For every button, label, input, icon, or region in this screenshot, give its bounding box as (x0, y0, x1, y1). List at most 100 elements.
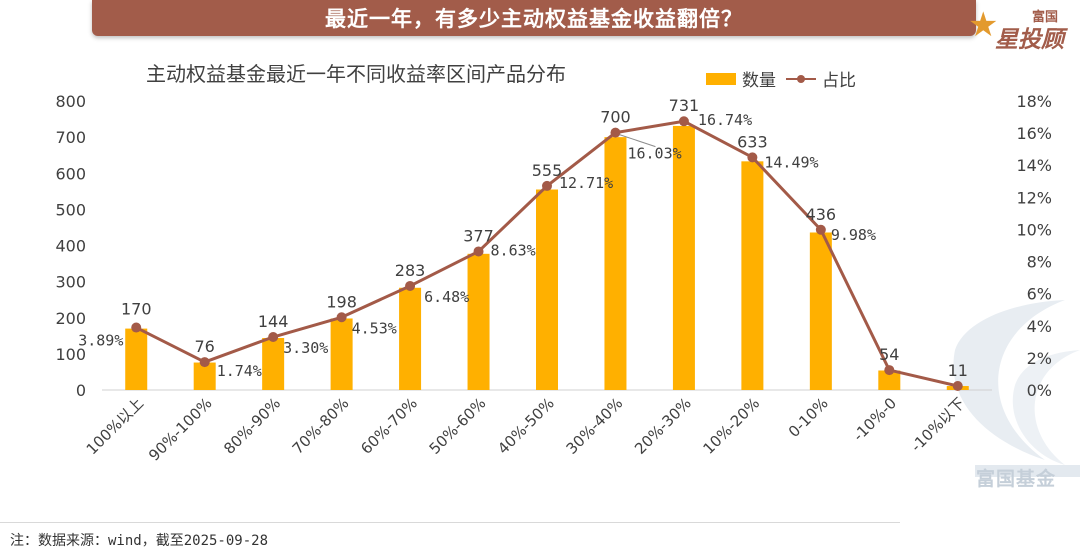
bar (741, 161, 764, 390)
percent-label: 4.53% (352, 319, 397, 337)
bar (536, 189, 558, 390)
legend-bar-label: 数量 (742, 71, 776, 91)
line-point (199, 357, 210, 368)
percent-label: 14.49% (764, 153, 818, 171)
right-axis-tick: 6% (1027, 285, 1052, 304)
category-label: 90%-100% (145, 394, 215, 464)
bar (330, 318, 353, 390)
bar-value-label: 144 (258, 312, 289, 331)
legend-line-swatch (786, 73, 816, 85)
line-point (268, 332, 279, 343)
percent-label: 3.30% (283, 339, 328, 357)
right-axis-tick: 18% (1016, 92, 1052, 111)
source-footnote: 注：数据来源：wind，截至2025-09-28 (10, 533, 269, 549)
category-label: 20%-30% (631, 394, 695, 458)
percent-label: 1.74% (217, 362, 262, 380)
banner-title: 最近一年，有多少主动权益基金收益翻倍？ (325, 7, 743, 31)
percent-label: 16.74% (698, 111, 752, 129)
right-axis-tick: 12% (1016, 188, 1052, 207)
bar-value-label: 76 (195, 337, 215, 356)
line-point (405, 280, 416, 291)
right-axis-tick: 2% (1027, 349, 1052, 368)
bar-value-label: 700 (600, 108, 631, 127)
line-point (542, 180, 552, 191)
title-banner: 最近一年，有多少主动权益基金收益翻倍？ (92, 0, 976, 36)
category-label: -10%以下 (907, 394, 968, 455)
bar-value-label: 633 (737, 132, 768, 151)
category-label: 80%-90% (220, 394, 284, 458)
left-axis-tick: 400 (55, 237, 86, 256)
left-axis-tick: 700 (55, 128, 86, 147)
chart-legend: 数量 占比 (706, 66, 856, 91)
logo-main-text: 星投顾 (995, 27, 1064, 53)
percent-label: 6.48% (424, 288, 469, 306)
bar (809, 232, 832, 390)
bar-value-label: 731 (669, 96, 700, 115)
legend-item-line: 占比 (786, 66, 856, 91)
chart-title: 主动权益基金最近一年不同收益率区间产品分布 (146, 62, 566, 86)
left-axis-tick: 0 (76, 381, 86, 400)
bar-value-label: 436 (806, 205, 837, 224)
left-axis-tick: 300 (55, 273, 86, 292)
bar-value-label: 170 (121, 300, 152, 319)
line-point (131, 322, 142, 333)
bar (604, 137, 627, 390)
bar-value-label: 283 (395, 261, 426, 280)
star-icon: ★ (968, 5, 999, 45)
category-label: 0-10% (785, 394, 832, 441)
brand-logo: ★ 富国 星投顾 (968, 4, 1070, 54)
left-axis-tick: 500 (55, 200, 86, 219)
left-axis-tick: 200 (55, 309, 86, 328)
percent-label: 9.98% (831, 226, 876, 244)
bar-value-label: 198 (326, 292, 357, 311)
bar-value-label: 555 (532, 161, 563, 180)
right-axis-tick: 4% (1027, 317, 1052, 336)
watermark-text: 富国基金 (976, 468, 1057, 490)
bar-value-label: 377 (463, 226, 494, 245)
leader-line (619, 134, 656, 148)
right-axis-tick: 14% (1016, 156, 1052, 175)
bar (878, 370, 901, 390)
bar (672, 125, 695, 391)
percent-label: 16.03% (627, 145, 681, 163)
bar (399, 287, 422, 390)
right-axis-tick: 10% (1016, 220, 1052, 239)
category-label: -10%-0 (849, 394, 900, 445)
category-label: 70%-80% (289, 394, 353, 458)
line-point (952, 380, 963, 391)
category-label: 60%-70% (357, 394, 421, 458)
bar (262, 337, 285, 390)
bar (193, 362, 216, 390)
category-label: 40%-50% (494, 394, 558, 458)
right-axis-tick: 16% (1016, 124, 1052, 143)
percent-label: 3.89% (78, 332, 123, 350)
bar (467, 253, 490, 390)
percent-label: 12.71% (559, 174, 613, 192)
category-label: 100%以上 (83, 394, 147, 458)
right-axis-tick: 0% (1027, 381, 1052, 400)
category-label: 30%-40% (563, 394, 627, 458)
legend-item-bar: 数量 (706, 66, 776, 91)
line-point (336, 312, 347, 323)
legend-bar-swatch (706, 72, 736, 85)
line-point (610, 127, 621, 138)
left-axis-tick: 100 (55, 345, 86, 364)
bar-value-label: 11 (948, 361, 968, 380)
footer-divider (0, 522, 900, 523)
legend-line-label: 占比 (822, 71, 856, 91)
category-label: 10%-20% (700, 394, 764, 458)
percent-label: 8.63% (491, 241, 536, 259)
line-point (473, 246, 484, 257)
bar (125, 328, 148, 390)
line-point (747, 152, 758, 163)
logo-top-text: 富国 (1031, 10, 1058, 25)
category-label: 50%-60% (426, 394, 490, 458)
watermark-emblem (953, 300, 1080, 477)
left-axis-tick: 600 (55, 164, 86, 183)
bar-value-label: 54 (879, 345, 899, 364)
line-point (884, 365, 895, 376)
line-point (678, 116, 689, 127)
left-axis-tick: 800 (55, 92, 86, 111)
line-point (815, 224, 826, 235)
